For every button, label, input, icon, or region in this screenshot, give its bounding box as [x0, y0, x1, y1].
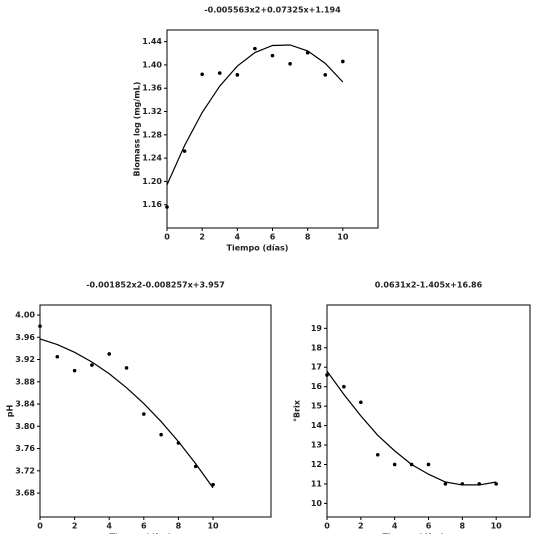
fit-curve	[326, 370, 497, 486]
x-tick-label: 8	[176, 522, 182, 531]
y-tick-label: 3.96	[15, 333, 35, 342]
y-tick-label: 1.40	[142, 60, 162, 69]
data-point	[159, 432, 163, 437]
data-point	[323, 73, 328, 77]
x-tick-label: 10	[491, 522, 503, 531]
data-point	[55, 354, 60, 359]
data-point	[270, 53, 275, 58]
chart-title: -0.005563x2+0.07325x+1.194	[204, 6, 341, 15]
y-tick-label: 3.80	[15, 422, 35, 431]
x-tick-label: 6	[270, 233, 276, 242]
data-point	[341, 59, 345, 64]
x-axis-label: Tiempo (días)	[227, 244, 289, 253]
y-tick-label: 15	[311, 402, 323, 411]
fit-curve	[39, 338, 214, 489]
data-point	[375, 452, 380, 457]
x-tick-label: 8	[305, 233, 311, 242]
y-tick-label: 1.32	[142, 107, 162, 116]
y-tick-label: 18	[311, 343, 323, 352]
x-tick-label: 8	[460, 522, 466, 531]
plot-frame	[166, 29, 379, 229]
data-point	[211, 482, 215, 487]
y-tick-label: 3.72	[15, 466, 35, 475]
y-tick-label: 17	[311, 363, 322, 372]
data-point	[217, 71, 222, 75]
y-tick-label: 1.28	[142, 130, 162, 139]
y-tick-label: 3.88	[15, 377, 35, 386]
y-tick-label: 3.68	[15, 489, 35, 498]
y-tick-label: 1.36	[142, 84, 162, 93]
data-point	[305, 50, 310, 55]
data-point	[443, 482, 448, 486]
x-tick-label: 2	[358, 522, 364, 531]
y-axis-label: Biomass log (mg/mL)	[133, 82, 142, 177]
x-tick-label: 10	[207, 522, 219, 531]
y-tick-label: 10	[311, 499, 323, 508]
y-tick-label: 1.24	[142, 154, 162, 163]
x-axis-label: Tiempo (días)	[383, 533, 445, 534]
y-tick-label: 11	[311, 479, 323, 488]
data-point	[124, 366, 129, 370]
y-tick-label: 12	[311, 460, 322, 469]
data-point	[72, 368, 77, 373]
data-point	[359, 400, 363, 405]
y-tick-label: 1.44	[142, 37, 162, 46]
data-point	[38, 324, 42, 328]
x-tick-label: 4	[392, 522, 398, 531]
chart-title: -0.001852x2-0.008257x+3.957	[86, 281, 225, 290]
data-point	[253, 46, 257, 51]
y-tick-label: 4.00	[15, 311, 35, 320]
data-point	[182, 149, 187, 153]
data-point	[288, 61, 292, 66]
x-tick-label: 0	[324, 522, 330, 531]
chart: 0.0631x2-1.405x+16.86 Tiempo (días) °Brix 0…	[293, 281, 531, 534]
y-tick-label: 19	[311, 324, 323, 333]
data-point	[107, 352, 112, 356]
data-point	[325, 373, 329, 377]
y-tick-label: 3.92	[15, 355, 35, 364]
data-point	[392, 462, 397, 467]
x-tick-label: 2	[72, 522, 78, 531]
data-point	[409, 462, 414, 467]
fit-curve	[166, 44, 344, 186]
data-point	[426, 462, 431, 467]
y-tick-label: 1.20	[142, 177, 162, 186]
data-point	[142, 412, 146, 416]
data-point	[165, 205, 169, 209]
data-point	[460, 482, 465, 486]
data-point	[235, 73, 240, 77]
data-point	[477, 482, 482, 486]
y-tick-label: 3.84	[15, 400, 35, 409]
x-tick-label: 6	[426, 522, 432, 531]
y-axis-label: °Brix	[293, 399, 302, 422]
data-point	[342, 384, 346, 389]
y-tick-label: 1.16	[142, 200, 162, 209]
y-tick-label: 14	[311, 421, 323, 430]
x-tick-label: 2	[199, 233, 205, 242]
chart-title: 0.0631x2-1.405x+16.86	[375, 281, 483, 290]
x-tick-label: 0	[164, 233, 170, 242]
x-tick-label: 6	[141, 522, 147, 531]
x-tick-label: 0	[37, 522, 43, 531]
chart: -0.005563x2+0.07325x+1.194 Tiempo (días) B…	[133, 6, 379, 253]
y-tick-label: 3.76	[15, 444, 35, 453]
data-point	[90, 363, 94, 367]
x-tick-label: 4	[235, 233, 241, 242]
x-tick-label: 10	[337, 233, 349, 242]
x-tick-label: 4	[106, 522, 112, 531]
data-point	[494, 482, 498, 486]
data-point	[176, 441, 181, 445]
x-axis-label: Tiempo (días)	[110, 533, 172, 534]
data-point	[193, 464, 198, 469]
chart: -0.001852x2-0.008257x+3.957 Tiempo (días)…	[6, 281, 272, 534]
data-point	[200, 72, 204, 77]
y-tick-label: 13	[311, 441, 322, 450]
plot-frame	[39, 304, 272, 518]
y-tick-label: 16	[311, 382, 323, 391]
y-axis-label: pH	[6, 405, 15, 417]
